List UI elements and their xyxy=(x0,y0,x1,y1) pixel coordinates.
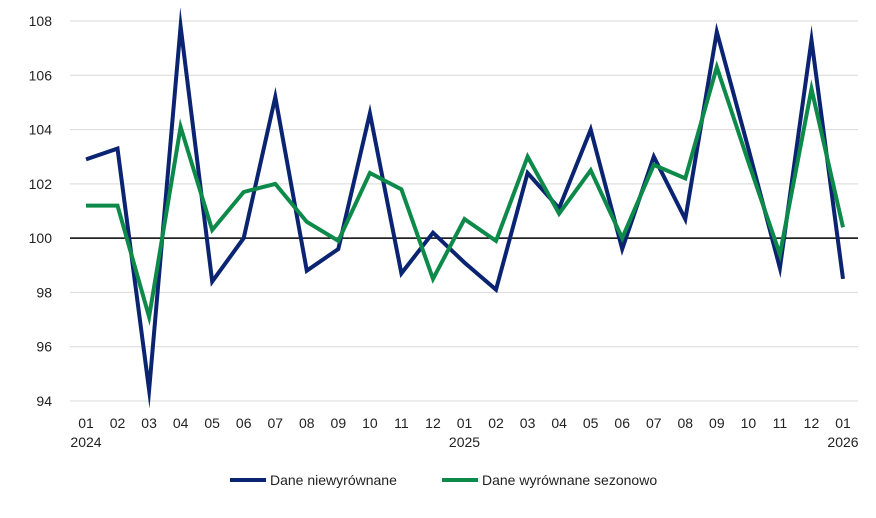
x-year-label: 2026 xyxy=(827,434,858,450)
x-year-label: 2024 xyxy=(70,434,101,450)
x-tick-label: 07 xyxy=(646,415,662,431)
legend-label-1: Dane niewyrównane xyxy=(270,472,397,488)
y-tick-label-106: 106 xyxy=(29,67,53,83)
x-tick-label: 01 xyxy=(457,415,473,431)
x-tick-label: 02 xyxy=(488,415,504,431)
x-tick-label: 09 xyxy=(331,415,347,431)
x-tick-label: 01 xyxy=(835,415,851,431)
x-tick-label: 05 xyxy=(204,415,220,431)
x-tick-label: 04 xyxy=(551,415,567,431)
x-tick-label: 02 xyxy=(110,415,126,431)
series-line-1 xyxy=(85,7,845,409)
y-axis-ticks: 94 96 98 100 102 104 106 108 xyxy=(29,13,53,409)
x-axis-ticks: 01 02 03 04 05 06 07 08 09 10 11 12 01 02 03 04 05 06 07 08… xyxy=(70,415,858,450)
x-tick-label: 05 xyxy=(583,415,599,431)
x-tick-label: 12 xyxy=(425,415,441,431)
y-tick-label-104: 104 xyxy=(29,122,53,138)
x-year-label: 2025 xyxy=(449,434,480,450)
y-tick-label-98: 98 xyxy=(36,284,52,300)
x-tick-label: 06 xyxy=(236,415,252,431)
y-tick-label-100: 100 xyxy=(29,230,53,246)
x-tick-label: 04 xyxy=(173,415,189,431)
x-tick-label: 01 xyxy=(78,415,94,431)
x-tick-label: 10 xyxy=(362,415,378,431)
x-tick-label: 11 xyxy=(773,415,788,431)
y-tick-label-96: 96 xyxy=(36,339,52,355)
x-tick-label: 09 xyxy=(709,415,725,431)
x-tick-label: 12 xyxy=(804,415,820,431)
y-tick-label-102: 102 xyxy=(29,176,53,192)
series-line-2 xyxy=(86,60,845,327)
x-tick-label: 10 xyxy=(741,415,757,431)
y-tick-label-94: 94 xyxy=(36,393,52,409)
y-tick-label-108: 108 xyxy=(29,13,53,29)
x-tick-label: 03 xyxy=(141,415,157,431)
x-tick-label: 03 xyxy=(520,415,536,431)
x-tick-label: 08 xyxy=(678,415,694,431)
legend: Dane niewyrównane Dane wyrównane sezonowo xyxy=(230,472,657,488)
series-lines xyxy=(85,7,845,409)
legend-label-2: Dane wyrównane sezonowo xyxy=(482,472,657,488)
x-tick-label: 11 xyxy=(394,415,409,431)
x-tick-label: 07 xyxy=(267,415,283,431)
x-tick-label: 06 xyxy=(614,415,630,431)
x-tick-label: 08 xyxy=(299,415,315,431)
